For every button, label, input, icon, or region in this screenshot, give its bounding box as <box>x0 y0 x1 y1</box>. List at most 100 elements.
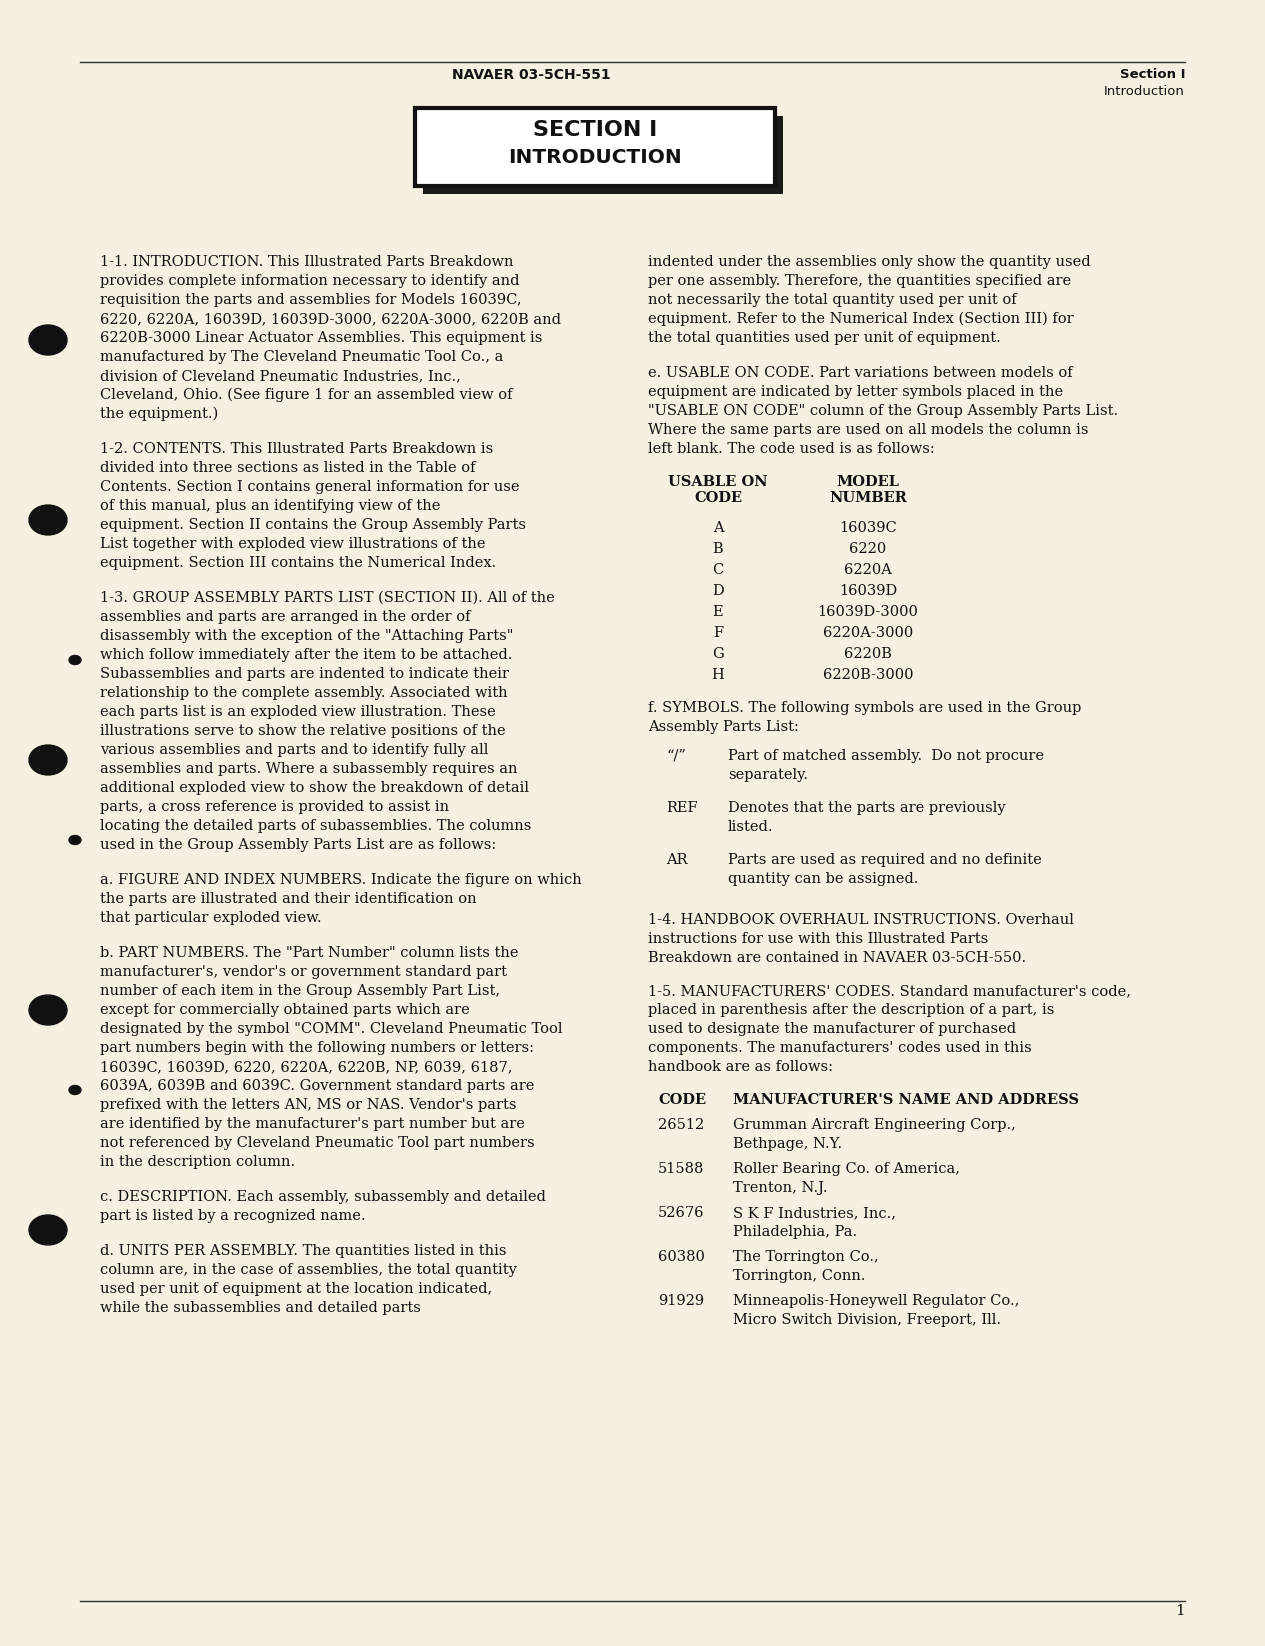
Text: Contents. Section I contains general information for use: Contents. Section I contains general inf… <box>100 481 520 494</box>
Text: Section I: Section I <box>1120 67 1185 81</box>
Ellipse shape <box>70 836 81 844</box>
Text: equipment are indicated by letter symbols placed in the: equipment are indicated by letter symbol… <box>648 385 1063 398</box>
Text: requisition the parts and assemblies for Models 16039C,: requisition the parts and assemblies for… <box>100 293 521 308</box>
Text: prefixed with the letters AN, MS or NAS. Vendor's parts: prefixed with the letters AN, MS or NAS.… <box>100 1098 516 1113</box>
Text: MANUFACTURER'S NAME AND ADDRESS: MANUFACTURER'S NAME AND ADDRESS <box>732 1093 1079 1106</box>
Ellipse shape <box>70 1085 81 1095</box>
Text: equipment. Section III contains the Numerical Index.: equipment. Section III contains the Nume… <box>100 556 496 570</box>
Text: divided into three sections as listed in the Table of: divided into three sections as listed in… <box>100 461 476 476</box>
Text: Where the same parts are used on all models the column is: Where the same parts are used on all mod… <box>648 423 1088 436</box>
Text: Micro Switch Division, Freeport, Ill.: Micro Switch Division, Freeport, Ill. <box>732 1314 1001 1327</box>
Text: 52676: 52676 <box>658 1207 705 1220</box>
Ellipse shape <box>29 1215 67 1244</box>
Text: Denotes that the parts are previously: Denotes that the parts are previously <box>727 802 1006 815</box>
Text: that particular exploded view.: that particular exploded view. <box>100 910 321 925</box>
Text: H: H <box>712 668 725 681</box>
Text: 6039A, 6039B and 6039C. Government standard parts are: 6039A, 6039B and 6039C. Government stand… <box>100 1080 534 1093</box>
Text: per one assembly. Therefore, the quantities specified are: per one assembly. Therefore, the quantit… <box>648 273 1071 288</box>
Text: not necessarily the total quantity used per unit of: not necessarily the total quantity used … <box>648 293 1017 308</box>
Ellipse shape <box>70 655 81 665</box>
Text: 6220, 6220A, 16039D, 16039D-3000, 6220A-3000, 6220B and: 6220, 6220A, 16039D, 16039D-3000, 6220A-… <box>100 313 560 326</box>
Text: various assemblies and parts and to identify fully all: various assemblies and parts and to iden… <box>100 742 488 757</box>
Text: c. DESCRIPTION. Each assembly, subassembly and detailed: c. DESCRIPTION. Each assembly, subassemb… <box>100 1190 546 1203</box>
Text: in the description column.: in the description column. <box>100 1155 295 1169</box>
Text: 6220B-3000 Linear Actuator Assemblies. This equipment is: 6220B-3000 Linear Actuator Assemblies. T… <box>100 331 543 346</box>
Text: "USABLE ON CODE" column of the Group Assembly Parts List.: "USABLE ON CODE" column of the Group Ass… <box>648 403 1118 418</box>
Text: 1: 1 <box>1175 1603 1185 1618</box>
Text: assemblies and parts. Where a subassembly requires an: assemblies and parts. Where a subassembl… <box>100 762 517 775</box>
Text: 26512: 26512 <box>658 1118 705 1132</box>
Text: 1-4. HANDBOOK OVERHAUL INSTRUCTIONS. Overhaul: 1-4. HANDBOOK OVERHAUL INSTRUCTIONS. Ove… <box>648 914 1074 927</box>
Text: e. USABLE ON CODE. Part variations between models of: e. USABLE ON CODE. Part variations betwe… <box>648 365 1073 380</box>
Text: 60380: 60380 <box>658 1249 705 1264</box>
Text: provides complete information necessary to identify and: provides complete information necessary … <box>100 273 520 288</box>
Text: The Torrington Co.,: The Torrington Co., <box>732 1249 879 1264</box>
Text: Roller Bearing Co. of America,: Roller Bearing Co. of America, <box>732 1162 960 1175</box>
Text: G: G <box>712 647 724 660</box>
Text: Assembly Parts List:: Assembly Parts List: <box>648 719 799 734</box>
Ellipse shape <box>29 746 67 775</box>
Text: MODEL
NUMBER: MODEL NUMBER <box>829 476 907 505</box>
Text: equipment. Refer to the Numerical Index (Section III) for: equipment. Refer to the Numerical Index … <box>648 313 1074 326</box>
Text: components. The manufacturers' codes used in this: components. The manufacturers' codes use… <box>648 1040 1032 1055</box>
Text: designated by the symbol "COMM". Cleveland Pneumatic Tool: designated by the symbol "COMM". Clevela… <box>100 1022 563 1035</box>
Text: Minneapolis-Honeywell Regulator Co.,: Minneapolis-Honeywell Regulator Co., <box>732 1294 1020 1309</box>
Text: d. UNITS PER ASSEMBLY. The quantities listed in this: d. UNITS PER ASSEMBLY. The quantities li… <box>100 1244 506 1258</box>
Text: Introduction: Introduction <box>1104 86 1185 99</box>
Text: 6220: 6220 <box>849 542 887 556</box>
Text: Breakdown are contained in NAVAER 03-5CH-550.: Breakdown are contained in NAVAER 03-5CH… <box>648 951 1026 965</box>
Text: the parts are illustrated and their identification on: the parts are illustrated and their iden… <box>100 892 477 905</box>
Ellipse shape <box>29 324 67 356</box>
Text: handbook are as follows:: handbook are as follows: <box>648 1060 832 1073</box>
Text: f. SYMBOLS. The following symbols are used in the Group: f. SYMBOLS. The following symbols are us… <box>648 701 1082 714</box>
Text: 1-1. INTRODUCTION. This Illustrated Parts Breakdown: 1-1. INTRODUCTION. This Illustrated Part… <box>100 255 514 268</box>
Text: b. PART NUMBERS. The "Part Number" column lists the: b. PART NUMBERS. The "Part Number" colum… <box>100 946 519 960</box>
Text: 1-3. GROUP ASSEMBLY PARTS LIST (SECTION II). All of the: 1-3. GROUP ASSEMBLY PARTS LIST (SECTION … <box>100 591 555 606</box>
Text: B: B <box>712 542 724 556</box>
Text: quantity can be assigned.: quantity can be assigned. <box>727 872 918 886</box>
Text: Parts are used as required and no definite: Parts are used as required and no defini… <box>727 853 1042 867</box>
Text: C: C <box>712 563 724 576</box>
Text: illustrations serve to show the relative positions of the: illustrations serve to show the relative… <box>100 724 506 737</box>
Text: additional exploded view to show the breakdown of detail: additional exploded view to show the bre… <box>100 780 529 795</box>
Text: INTRODUCTION: INTRODUCTION <box>509 148 682 166</box>
Text: which follow immediately after the item to be attached.: which follow immediately after the item … <box>100 649 512 662</box>
Text: parts, a cross reference is provided to assist in: parts, a cross reference is provided to … <box>100 800 449 815</box>
Text: F: F <box>713 625 724 640</box>
Ellipse shape <box>29 994 67 1025</box>
Text: part is listed by a recognized name.: part is listed by a recognized name. <box>100 1210 366 1223</box>
Text: Subassemblies and parts are indented to indicate their: Subassemblies and parts are indented to … <box>100 667 509 681</box>
Text: Torrington, Conn.: Torrington, Conn. <box>732 1269 865 1282</box>
Text: indented under the assemblies only show the quantity used: indented under the assemblies only show … <box>648 255 1090 268</box>
Text: used per unit of equipment at the location indicated,: used per unit of equipment at the locati… <box>100 1282 492 1295</box>
Text: equipment. Section II contains the Group Assembly Parts: equipment. Section II contains the Group… <box>100 518 526 532</box>
Text: 16039C, 16039D, 6220, 6220A, 6220B, NP, 6039, 6187,: 16039C, 16039D, 6220, 6220A, 6220B, NP, … <box>100 1060 512 1073</box>
Text: 1-5. MANUFACTURERS' CODES. Standard manufacturer's code,: 1-5. MANUFACTURERS' CODES. Standard manu… <box>648 984 1131 997</box>
Text: assemblies and parts are arranged in the order of: assemblies and parts are arranged in the… <box>100 611 471 624</box>
Text: 51588: 51588 <box>658 1162 705 1175</box>
Text: part numbers begin with the following numbers or letters:: part numbers begin with the following nu… <box>100 1040 534 1055</box>
Text: SECTION I: SECTION I <box>533 120 657 140</box>
Text: 16039C: 16039C <box>839 520 897 535</box>
Text: Part of matched assembly.  Do not procure: Part of matched assembly. Do not procure <box>727 749 1044 762</box>
Text: Trenton, N.J.: Trenton, N.J. <box>732 1180 827 1195</box>
Text: USABLE ON
CODE: USABLE ON CODE <box>668 476 768 505</box>
Text: instructions for use with this Illustrated Parts: instructions for use with this Illustrat… <box>648 932 988 946</box>
Text: locating the detailed parts of subassemblies. The columns: locating the detailed parts of subassemb… <box>100 820 531 833</box>
Text: disassembly with the exception of the "Attaching Parts": disassembly with the exception of the "A… <box>100 629 514 644</box>
Text: column are, in the case of assemblies, the total quantity: column are, in the case of assemblies, t… <box>100 1262 517 1277</box>
Text: AR: AR <box>665 853 687 867</box>
Text: S K F Industries, Inc.,: S K F Industries, Inc., <box>732 1207 896 1220</box>
Text: 6220B-3000: 6220B-3000 <box>822 668 913 681</box>
Text: 16039D-3000: 16039D-3000 <box>817 604 918 619</box>
Text: while the subassemblies and detailed parts: while the subassemblies and detailed par… <box>100 1300 421 1315</box>
Text: E: E <box>712 604 724 619</box>
Text: 6220A: 6220A <box>844 563 892 576</box>
Text: of this manual, plus an identifying view of the: of this manual, plus an identifying view… <box>100 499 440 514</box>
Text: used in the Group Assembly Parts List are as follows:: used in the Group Assembly Parts List ar… <box>100 838 496 853</box>
Text: separately.: separately. <box>727 767 808 782</box>
Text: NAVAER 03-5CH-551: NAVAER 03-5CH-551 <box>452 67 611 82</box>
Text: manufacturer's, vendor's or government standard part: manufacturer's, vendor's or government s… <box>100 965 507 979</box>
Text: a. FIGURE AND INDEX NUMBERS. Indicate the figure on which: a. FIGURE AND INDEX NUMBERS. Indicate th… <box>100 872 582 887</box>
Ellipse shape <box>29 505 67 535</box>
